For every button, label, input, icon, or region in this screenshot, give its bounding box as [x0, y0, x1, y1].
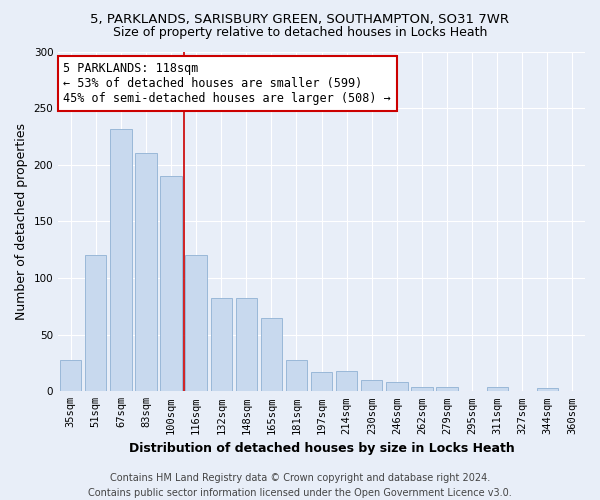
- Bar: [236, 298, 257, 392]
- Bar: [136, 154, 157, 392]
- Bar: [160, 176, 182, 392]
- Bar: [60, 360, 82, 392]
- Y-axis label: Number of detached properties: Number of detached properties: [15, 123, 28, 320]
- Text: Contains HM Land Registry data © Crown copyright and database right 2024.
Contai: Contains HM Land Registry data © Crown c…: [88, 472, 512, 498]
- Text: Size of property relative to detached houses in Locks Heath: Size of property relative to detached ho…: [113, 26, 487, 39]
- Bar: [261, 318, 282, 392]
- Bar: [386, 382, 407, 392]
- Bar: [361, 380, 382, 392]
- Text: 5 PARKLANDS: 118sqm
← 53% of detached houses are smaller (599)
45% of semi-detac: 5 PARKLANDS: 118sqm ← 53% of detached ho…: [64, 62, 391, 104]
- Bar: [185, 256, 207, 392]
- Text: 5, PARKLANDS, SARISBURY GREEN, SOUTHAMPTON, SO31 7WR: 5, PARKLANDS, SARISBURY GREEN, SOUTHAMPT…: [91, 12, 509, 26]
- Bar: [537, 388, 558, 392]
- Bar: [211, 298, 232, 392]
- Bar: [487, 387, 508, 392]
- Bar: [85, 256, 106, 392]
- Bar: [286, 360, 307, 392]
- Bar: [311, 372, 332, 392]
- Bar: [411, 387, 433, 392]
- Bar: [436, 387, 458, 392]
- Bar: [336, 371, 358, 392]
- X-axis label: Distribution of detached houses by size in Locks Heath: Distribution of detached houses by size …: [129, 442, 514, 455]
- Bar: [110, 128, 131, 392]
